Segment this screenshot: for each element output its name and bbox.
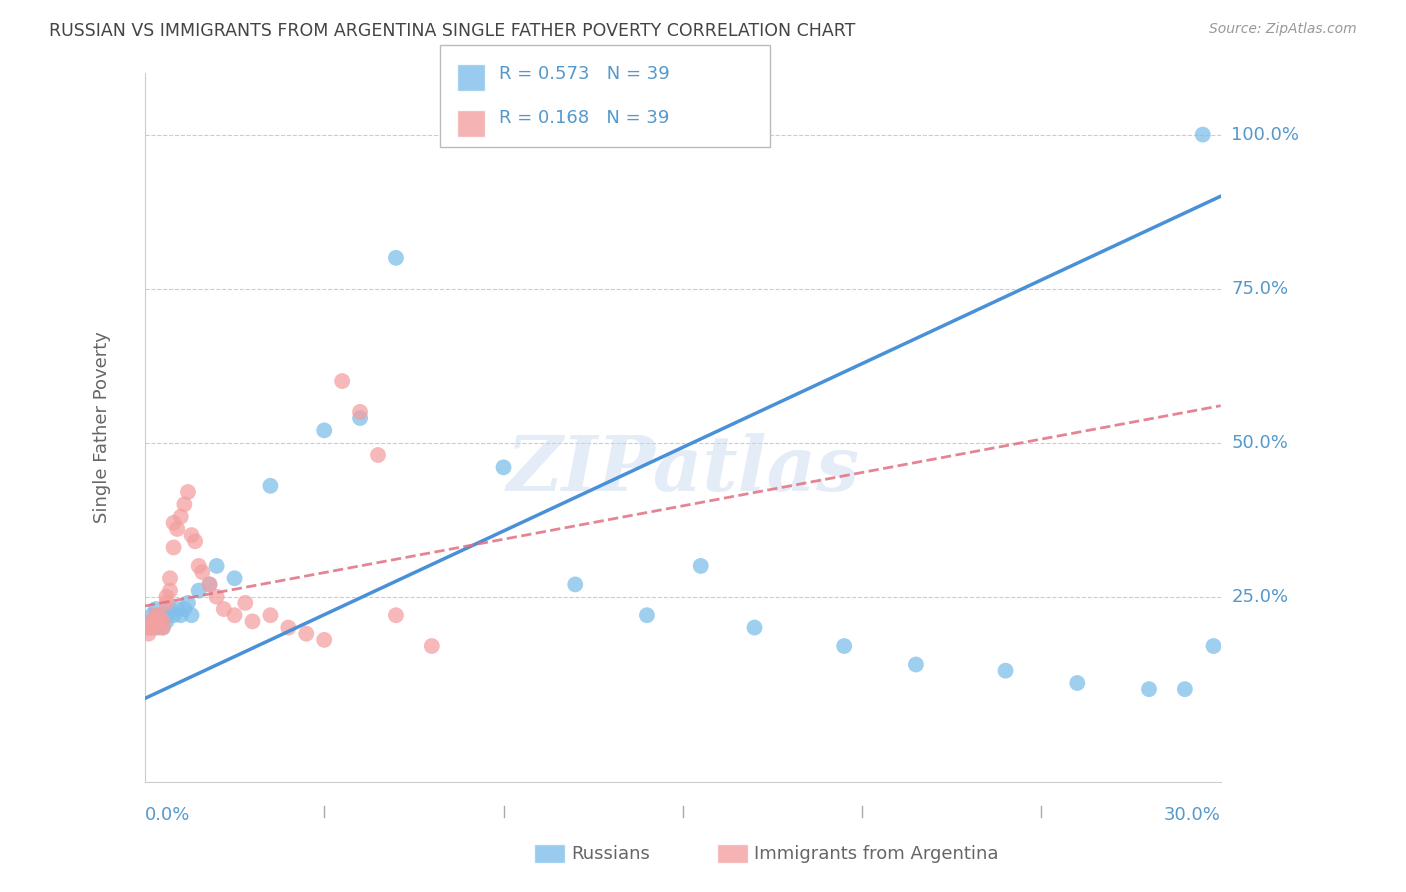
Point bbox=[148, 621, 170, 635]
Point bbox=[155, 590, 177, 604]
Point bbox=[177, 485, 200, 500]
Text: Single Father Poverty: Single Father Poverty bbox=[93, 331, 111, 524]
Text: ZIPatlas: ZIPatlas bbox=[506, 433, 859, 507]
Point bbox=[187, 558, 209, 573]
Point bbox=[1066, 676, 1088, 690]
Point bbox=[198, 577, 221, 591]
Point bbox=[173, 602, 195, 616]
Text: 0.0%: 0.0% bbox=[145, 806, 190, 824]
Point bbox=[173, 497, 195, 511]
Point bbox=[277, 621, 299, 635]
Point bbox=[367, 448, 389, 462]
Point bbox=[162, 516, 184, 530]
Point bbox=[564, 577, 586, 591]
Text: Immigrants from Argentina: Immigrants from Argentina bbox=[754, 845, 998, 863]
Point bbox=[259, 608, 281, 623]
Point bbox=[170, 608, 193, 623]
Point bbox=[636, 608, 658, 623]
Point bbox=[1137, 682, 1160, 697]
Point bbox=[152, 621, 174, 635]
Point bbox=[492, 460, 515, 475]
Point bbox=[187, 583, 209, 598]
Point bbox=[159, 571, 181, 585]
Point bbox=[184, 534, 207, 549]
Point bbox=[1202, 639, 1225, 653]
Point bbox=[233, 596, 256, 610]
Point bbox=[1174, 682, 1197, 697]
Point bbox=[205, 590, 228, 604]
Text: 75.0%: 75.0% bbox=[1232, 280, 1288, 298]
Point bbox=[148, 615, 170, 629]
Point bbox=[224, 608, 246, 623]
Text: Source: ZipAtlas.com: Source: ZipAtlas.com bbox=[1209, 22, 1357, 37]
Point bbox=[1191, 128, 1213, 142]
Point bbox=[155, 608, 177, 623]
Point bbox=[162, 541, 184, 555]
Point bbox=[145, 608, 167, 623]
Point bbox=[205, 558, 228, 573]
Point bbox=[152, 621, 174, 635]
Point bbox=[385, 608, 408, 623]
Point bbox=[138, 621, 160, 635]
Point bbox=[314, 423, 336, 437]
Point bbox=[330, 374, 353, 388]
Point bbox=[155, 596, 177, 610]
Text: R = 0.573   N = 39: R = 0.573 N = 39 bbox=[499, 65, 669, 83]
Point bbox=[212, 602, 235, 616]
Point bbox=[159, 602, 181, 616]
Point bbox=[177, 596, 200, 610]
Point bbox=[155, 615, 177, 629]
Point bbox=[385, 251, 408, 265]
Point bbox=[141, 615, 163, 629]
Point bbox=[152, 615, 174, 629]
Point bbox=[191, 565, 214, 579]
Point bbox=[162, 608, 184, 623]
Point bbox=[152, 615, 174, 629]
Point bbox=[145, 615, 167, 629]
Point bbox=[349, 411, 371, 425]
Point bbox=[166, 602, 188, 616]
Point bbox=[180, 528, 202, 542]
Point bbox=[259, 479, 281, 493]
Point bbox=[994, 664, 1017, 678]
Point bbox=[744, 621, 766, 635]
Point bbox=[141, 615, 163, 629]
Point bbox=[180, 608, 202, 623]
Point bbox=[148, 608, 170, 623]
Text: RUSSIAN VS IMMIGRANTS FROM ARGENTINA SINGLE FATHER POVERTY CORRELATION CHART: RUSSIAN VS IMMIGRANTS FROM ARGENTINA SIN… bbox=[49, 22, 856, 40]
Point bbox=[904, 657, 927, 672]
Point bbox=[145, 621, 167, 635]
Text: 100.0%: 100.0% bbox=[1232, 126, 1299, 144]
Text: Russians: Russians bbox=[571, 845, 650, 863]
Point bbox=[166, 522, 188, 536]
Point bbox=[242, 615, 264, 629]
Point bbox=[138, 621, 160, 635]
Point bbox=[689, 558, 711, 573]
Point bbox=[349, 405, 371, 419]
Point bbox=[224, 571, 246, 585]
Point bbox=[295, 626, 318, 640]
Point bbox=[145, 602, 167, 616]
Point bbox=[141, 608, 163, 623]
Point bbox=[832, 639, 855, 653]
Text: 50.0%: 50.0% bbox=[1232, 434, 1288, 451]
Point bbox=[170, 509, 193, 524]
Point bbox=[314, 632, 336, 647]
Point bbox=[141, 621, 163, 635]
Text: R = 0.168   N = 39: R = 0.168 N = 39 bbox=[499, 110, 669, 128]
Point bbox=[198, 577, 221, 591]
Point bbox=[138, 626, 160, 640]
Point bbox=[148, 608, 170, 623]
Point bbox=[420, 639, 443, 653]
Text: 25.0%: 25.0% bbox=[1232, 588, 1288, 606]
Text: 30.0%: 30.0% bbox=[1164, 806, 1220, 824]
Point bbox=[159, 583, 181, 598]
